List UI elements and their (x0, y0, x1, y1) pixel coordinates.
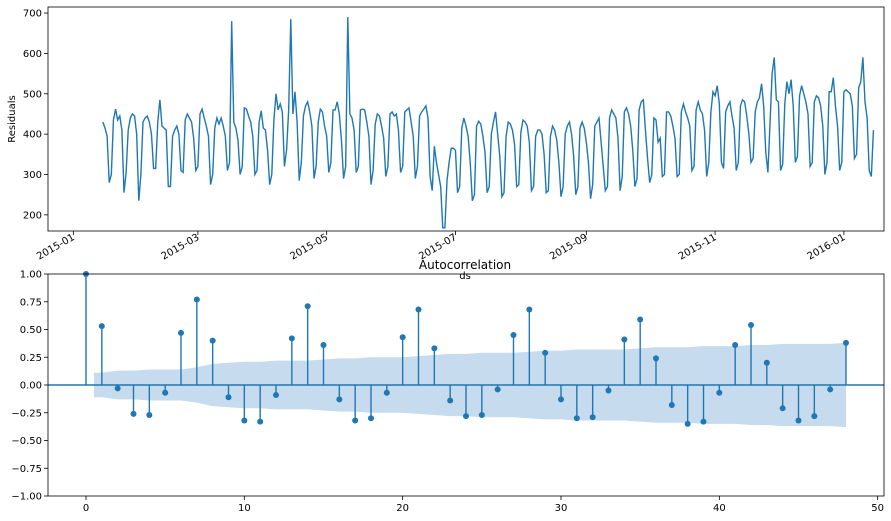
acf-point (368, 415, 374, 422)
acf-point (811, 413, 818, 420)
y-tick-label: 500 (23, 89, 42, 100)
acf-point (241, 417, 248, 424)
acf-point (668, 401, 675, 408)
acf-point (843, 339, 849, 346)
y-tick-label: −0.75 (11, 464, 42, 475)
acf-point (510, 332, 517, 339)
acf-point (478, 411, 485, 418)
acf-point (526, 306, 533, 313)
x-tick-label: 20 (396, 503, 409, 514)
acf-plot-frame (47, 273, 885, 497)
y-tick-label: 1.00 (20, 270, 42, 281)
acf-point (209, 337, 216, 344)
x-tick-label: 2015-09 (548, 232, 590, 262)
acf-point (146, 411, 153, 418)
y-tick-label: −1.00 (11, 492, 42, 503)
acf-point (178, 329, 184, 336)
acf-point (779, 405, 786, 412)
acf-point (399, 334, 406, 341)
acf-point (162, 389, 169, 396)
residuals-time-series-panel: 200 300 400 500 600 700 2015-01 2015-03 2015-05… (7, 6, 885, 282)
acf-point (193, 296, 200, 303)
acf-y-ticks: −1.00 −0.75 −0.50 −0.25 0.00 0.25 0.50 0.75 1.00 (11, 270, 48, 503)
y-tick-label: 0.50 (20, 325, 42, 336)
acf-point (637, 316, 644, 323)
acf-point (463, 413, 469, 420)
x-tick-label: 50 (871, 503, 884, 514)
acf-point (114, 385, 121, 392)
y-tick-label: 300 (23, 170, 42, 181)
acf-point (431, 345, 438, 352)
y-tick-label: 400 (23, 130, 42, 141)
acf-point (795, 417, 802, 424)
acf-point (336, 396, 343, 403)
acf-point (494, 386, 501, 393)
y-tick-label: −0.50 (11, 436, 42, 447)
residuals-series-line (102, 17, 875, 229)
y-tick-label: 0.00 (20, 381, 42, 392)
acf-point (320, 342, 327, 349)
x-tick-label: 10 (238, 503, 251, 514)
y-tick-label: 200 (23, 210, 42, 221)
acf-point (605, 387, 612, 394)
acf-point (589, 414, 596, 421)
acf-point (827, 386, 834, 393)
acf-title: Autocorrelation (419, 258, 511, 272)
acf-point (130, 410, 137, 417)
x-tick-label: 40 (713, 503, 726, 514)
acf-point (542, 349, 549, 356)
residuals-plot-area (47, 6, 885, 232)
acf-point (763, 359, 770, 366)
acf-x-ticks: 0 10 20 30 40 50 (83, 496, 884, 514)
acf-point (573, 415, 580, 422)
acf-point (558, 396, 564, 403)
x-tick-label: 2015-03 (160, 232, 202, 262)
x-tick-label: 2015-11 (677, 232, 719, 262)
acf-point (225, 394, 232, 401)
acf-point (447, 397, 454, 404)
acf-point (98, 323, 105, 330)
acf-point (415, 306, 422, 313)
acf-point (288, 335, 295, 342)
x-tick-label: 30 (555, 503, 568, 514)
acf-point (383, 389, 390, 396)
y-tick-label: 0.25 (20, 353, 42, 364)
acf-point (273, 391, 279, 398)
acf-point (304, 303, 311, 310)
y-tick-label: 700 (23, 9, 42, 20)
acf-point (653, 355, 659, 362)
x-tick-label: 2016-01 (806, 232, 848, 262)
x-tick-label: 2015-05 (288, 232, 330, 262)
residuals-x-axis-label: ds (459, 271, 471, 282)
residuals-y-ticks: 200 300 400 500 600 700 (23, 9, 48, 221)
acf-point (352, 417, 359, 424)
y-tick-label: −0.25 (11, 408, 42, 419)
y-tick-label: 0.75 (20, 297, 42, 308)
acf-point (257, 418, 264, 425)
acf-point (716, 389, 723, 396)
acf-point (621, 336, 628, 343)
autocorrelation-panel: −1.00 −0.75 −0.50 −0.25 0.00 0.25 0.50 0.75 1.00… (11, 258, 885, 514)
acf-point (732, 342, 739, 349)
x-tick-label: 2015-01 (35, 232, 77, 262)
acf-point (700, 418, 707, 425)
acf-point (684, 420, 691, 427)
y-tick-label: 600 (23, 49, 42, 60)
acf-point (748, 322, 754, 329)
x-tick-label: 0 (83, 503, 89, 514)
residuals-y-axis-label: Residuals (7, 95, 18, 142)
acf-stems (48, 271, 884, 427)
